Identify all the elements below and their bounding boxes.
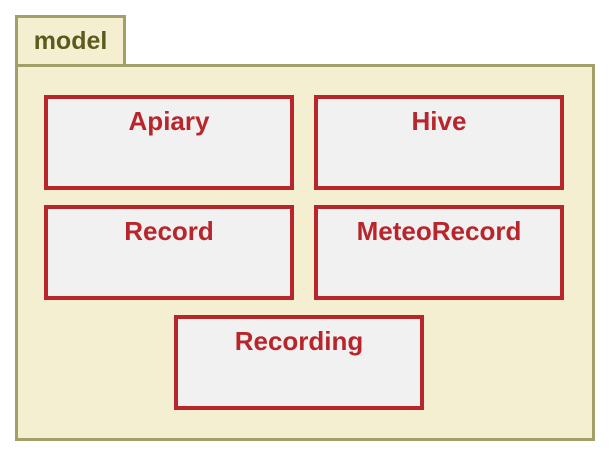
class-name: Record	[124, 216, 214, 246]
class-name: MeteoRecord	[356, 216, 522, 246]
class-hive[interactable]: Hive	[314, 95, 564, 190]
class-name: Apiary	[128, 106, 210, 136]
class-meteorecord[interactable]: MeteoRecord	[314, 205, 564, 300]
class-name: Recording	[234, 326, 364, 356]
class-apiary[interactable]: Apiary	[44, 95, 294, 190]
class-name: Hive	[411, 106, 467, 136]
class-recording[interactable]: Recording	[174, 315, 424, 410]
package-name: model	[33, 27, 108, 55]
package-tab: model	[15, 15, 126, 64]
class-record[interactable]: Record	[44, 205, 294, 300]
